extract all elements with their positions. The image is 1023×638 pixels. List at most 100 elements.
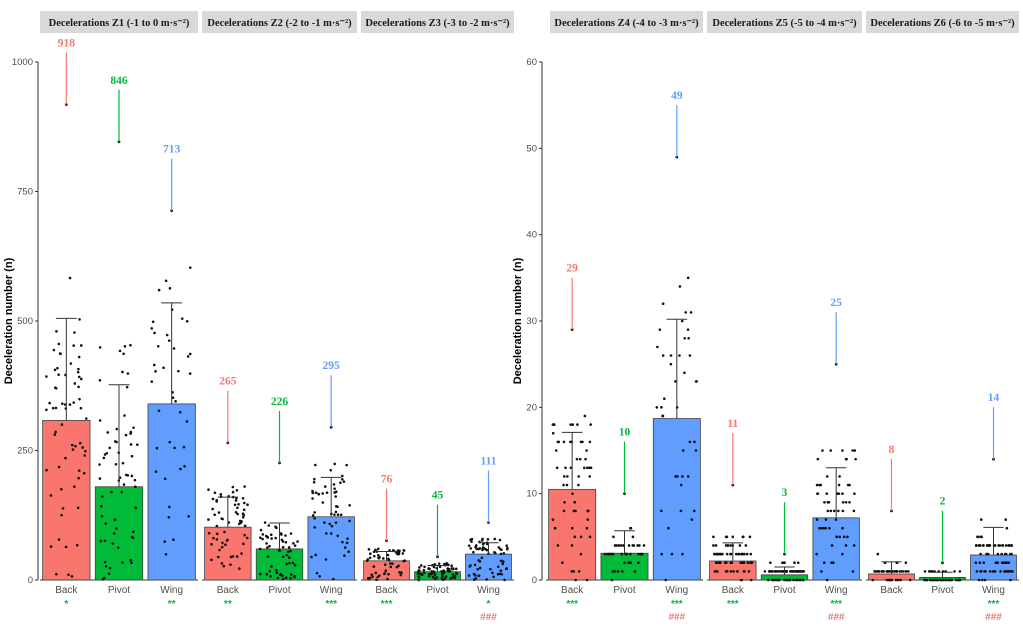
data-point xyxy=(689,311,693,314)
data-point xyxy=(124,473,128,477)
data-point xyxy=(642,544,646,547)
data-point xyxy=(715,570,718,573)
data-point xyxy=(168,287,172,290)
data-point xyxy=(334,495,337,498)
data-point xyxy=(284,541,288,544)
data-point xyxy=(441,574,444,578)
facet-strip xyxy=(707,11,862,33)
data-point xyxy=(289,532,293,535)
data-point xyxy=(797,570,801,573)
data-point xyxy=(123,345,127,348)
data-point xyxy=(577,475,580,478)
significance-star: *** xyxy=(381,599,393,610)
data-point xyxy=(770,570,774,573)
data-point xyxy=(854,457,857,461)
data-point xyxy=(953,570,956,573)
y-tick-label: 1000 xyxy=(12,57,33,68)
data-point xyxy=(387,557,390,561)
data-point xyxy=(661,302,665,306)
max-label-back: 29 xyxy=(566,263,578,275)
facet-4: Decelerations Z4 (-4 to -3 m·s⁻²) 29 Back *… xyxy=(546,11,703,623)
facet-title: Decelerations Z2 (-2 to -1 m·s⁻²) xyxy=(207,18,352,29)
data-point xyxy=(573,535,577,539)
data-point xyxy=(240,520,243,523)
data-point xyxy=(1004,518,1008,521)
data-point xyxy=(167,515,171,519)
data-point xyxy=(179,467,182,471)
data-point xyxy=(120,490,124,494)
data-point xyxy=(121,461,125,465)
data-point xyxy=(954,578,958,582)
data-point xyxy=(763,570,767,573)
data-point xyxy=(269,574,272,578)
data-point xyxy=(1004,544,1008,547)
data-point xyxy=(826,501,830,504)
data-point xyxy=(979,518,983,521)
data-point xyxy=(100,515,104,518)
facet-6: Decelerations Z6 (-6 to -5 m·s⁻²) 8 Back 2 P… xyxy=(866,11,1019,623)
data-point xyxy=(100,495,104,498)
data-point xyxy=(339,513,343,517)
data-point xyxy=(163,540,166,543)
data-point xyxy=(841,526,844,530)
data-point xyxy=(168,505,171,509)
data-point xyxy=(716,552,720,556)
data-point xyxy=(498,572,502,576)
data-point xyxy=(431,575,435,579)
max-label-wing: 111 xyxy=(481,456,497,468)
data-point xyxy=(693,440,696,444)
data-point xyxy=(451,573,455,576)
data-point xyxy=(275,568,278,572)
data-point xyxy=(219,493,223,496)
data-point xyxy=(681,449,685,452)
x-tick-label-wing: Wing xyxy=(825,585,848,596)
max-label-pivot: 10 xyxy=(619,427,631,439)
data-point xyxy=(54,406,58,410)
data-point xyxy=(885,570,889,573)
data-point xyxy=(423,565,426,569)
data-point xyxy=(263,521,267,524)
data-point xyxy=(816,457,820,461)
data-point xyxy=(930,570,933,573)
data-point xyxy=(688,354,692,357)
data-point xyxy=(376,553,380,557)
data-point xyxy=(325,532,328,535)
data-point xyxy=(376,547,380,551)
data-point xyxy=(566,475,569,478)
data-point xyxy=(265,542,268,545)
y-tick-label: 250 xyxy=(17,446,33,457)
data-point xyxy=(851,449,854,452)
data-point xyxy=(49,545,53,548)
data-point xyxy=(313,517,316,520)
data-point xyxy=(615,544,618,547)
max-label-back: 76 xyxy=(381,474,393,486)
facet-3: Decelerations Z3 (-3 to -2 m·s⁻²) 76 Back *… xyxy=(361,11,514,623)
data-point xyxy=(372,550,376,554)
x-tick-label-back: Back xyxy=(55,585,78,596)
y-tick-label: 500 xyxy=(17,316,33,327)
data-point xyxy=(852,509,856,513)
data-point xyxy=(79,344,83,347)
data-point xyxy=(588,535,592,539)
data-point xyxy=(505,544,509,547)
y-tick-label: 50 xyxy=(526,143,537,154)
data-point xyxy=(923,570,927,573)
data-point xyxy=(908,578,912,582)
data-point xyxy=(167,339,171,342)
data-point xyxy=(233,503,237,507)
data-point xyxy=(491,571,494,575)
data-point xyxy=(447,563,450,566)
data-point xyxy=(310,555,313,559)
data-point xyxy=(503,578,506,582)
data-point xyxy=(633,570,637,573)
data-point xyxy=(573,501,576,504)
data-point xyxy=(890,578,894,582)
data-point xyxy=(73,485,76,489)
data-point xyxy=(330,524,334,528)
data-point xyxy=(620,552,624,556)
data-point xyxy=(975,544,978,547)
data-point xyxy=(612,535,615,539)
data-point xyxy=(660,552,664,556)
data-point xyxy=(372,554,376,558)
data-point xyxy=(132,426,135,429)
